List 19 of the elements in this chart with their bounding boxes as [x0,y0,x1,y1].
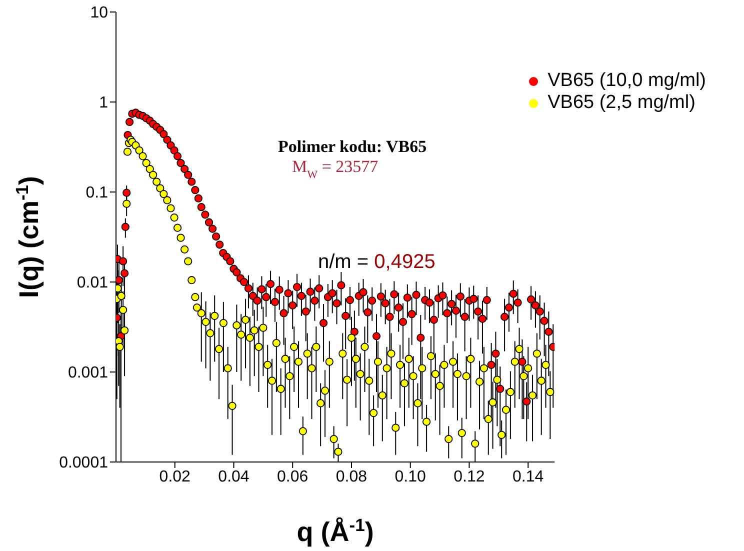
x-axis-title: q (Å$^{-1}$) [296,515,374,547]
x-tick-label: 0.10 [394,468,426,486]
x-tick-label: 0.06 [277,468,308,486]
annotation: M$_{W}$ = 23577 [292,157,379,181]
legend-label: VB65 (10,0 mg/ml) [548,70,706,91]
x-tick-label: 0.04 [218,468,250,486]
x-tick-label: 0.12 [454,468,485,486]
x-tick-label: 0.02 [159,468,191,486]
legend-label: VB65 (2,5 mg/ml) [548,92,696,113]
y-tick-label: 0.1 [86,184,108,202]
y-tick-label: 0.0001 [59,454,108,472]
y-tick-label: 1 [99,94,108,112]
annotation: Polimer kodu: VB65 [278,137,427,156]
y-tick-label: 10 [90,4,108,22]
annotation: n/m = 0,4925 [318,251,436,273]
x-tick-label: 0.08 [336,468,368,486]
x-tick-label: 0.14 [512,468,544,486]
y-tick-label: 0.01 [76,274,108,292]
y-tick-label: 0.001 [68,364,108,382]
